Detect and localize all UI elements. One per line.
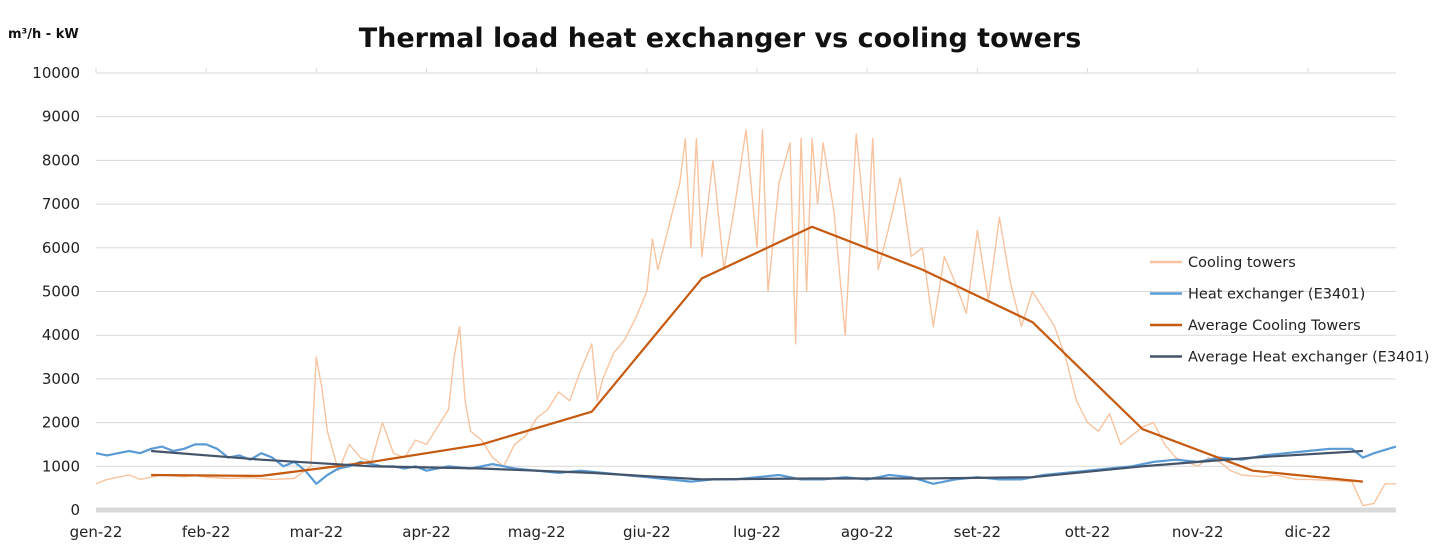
x-tick-label: gen-22 xyxy=(70,523,123,541)
legend-label: Heat exchanger (E3401) xyxy=(1188,287,1365,303)
series-lines xyxy=(95,129,1397,507)
gridlines xyxy=(95,68,1396,513)
x-tick-label: nov-22 xyxy=(1172,523,1224,541)
legend-label: Average Cooling Towers xyxy=(1188,318,1361,334)
y-tick-label: 6000 xyxy=(42,239,80,257)
y-tick-label: 8000 xyxy=(42,151,80,169)
series-line-3 xyxy=(151,225,1364,483)
x-tick-label: giu-22 xyxy=(623,523,671,541)
x-axis-ticks: gen-22 feb-22 mar-22 apr-22 mag-22 giu-22 lug-… xyxy=(70,523,1331,541)
series-line-1 xyxy=(95,129,1396,507)
x-tick-label: set-22 xyxy=(954,523,1001,541)
x-tick-label: dic-22 xyxy=(1285,523,1331,541)
y-tick-label: 9000 xyxy=(42,108,80,126)
x-tick-label: mar-22 xyxy=(290,523,344,541)
y-tick-label: 1000 xyxy=(42,457,80,475)
legend-label: Cooling towers xyxy=(1188,255,1296,271)
legend-label: Average Heat exchanger (E3401) xyxy=(1188,350,1429,366)
y-tick-label: 3000 xyxy=(42,370,80,388)
chart-title: Thermal load heat exchanger vs cooling t… xyxy=(359,23,1082,54)
y-tick-label: 2000 xyxy=(42,414,80,432)
y-tick-label: 7000 xyxy=(42,195,80,213)
x-tick-label: feb-22 xyxy=(182,523,231,541)
x-tick-label: apr-22 xyxy=(402,523,450,541)
x-tick-label: lug-22 xyxy=(733,523,781,541)
y-tick-label: 4000 xyxy=(42,326,80,344)
series-line-4 xyxy=(151,449,1363,481)
x-tick-label: ott-22 xyxy=(1065,523,1110,541)
y-tick-label: 5000 xyxy=(42,283,80,301)
y-tick-label: 10000 xyxy=(32,64,80,82)
y-tick-label: 0 xyxy=(70,501,80,519)
legend: Cooling towers Heat exchanger (E3401) Aver… xyxy=(1150,255,1429,366)
x-tick-label: mag-22 xyxy=(508,523,566,541)
y-axis-ticks: 0 1000 2000 3000 4000 5000 6000 7000 8000 9000 100… xyxy=(32,64,80,519)
x-tick-label: ago-22 xyxy=(841,523,894,541)
y-axis-unit-label: m³/h - kW xyxy=(8,27,79,42)
